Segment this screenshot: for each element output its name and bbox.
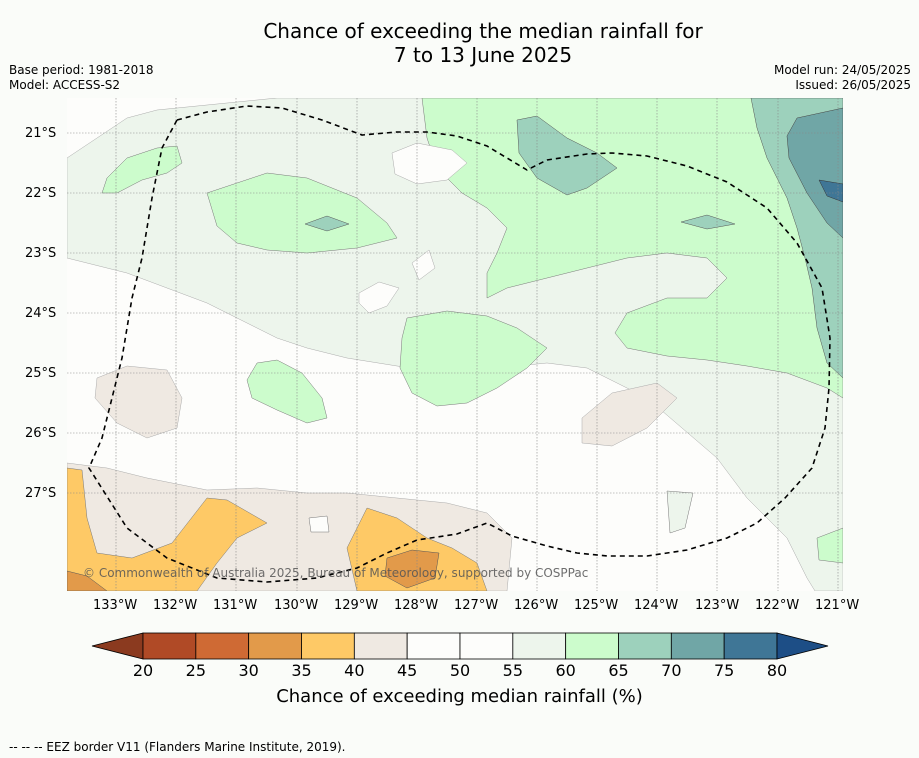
lon-label: 122°W <box>755 598 800 613</box>
colorbar-over-arrow <box>776 632 829 660</box>
lon-label: 131°W <box>213 598 258 613</box>
colorbar-under-arrow <box>91 632 144 660</box>
colorbar-segment <box>248 632 302 660</box>
run-info-right: Model run: 24/05/2025 Issued: 26/05/2025 <box>774 63 911 93</box>
lat-label: 27°S <box>25 486 57 501</box>
contour-70-75 <box>786 107 843 239</box>
graticule <box>67 98 843 591</box>
contour-65-70-north <box>516 115 618 196</box>
contour-50-55-island-1 <box>391 142 468 185</box>
colorbar-segment <box>670 632 725 660</box>
lon-label: 132°W <box>153 598 198 613</box>
colorbar-segment <box>512 632 567 660</box>
colorbar-segment <box>565 632 619 660</box>
colorbar-tick-label: 55 <box>503 661 523 680</box>
lon-label: 126°W <box>514 598 559 613</box>
colorbar-tick-label: 35 <box>291 661 311 680</box>
lon-label: 125°W <box>574 598 619 613</box>
map-panel[interactable]: © Commonwealth of Australia 2025, Bureau… <box>67 98 843 591</box>
eez-legend: -- -- -- EEZ border V11 (Flanders Marine… <box>9 740 346 754</box>
contour-40-45-center <box>581 382 678 447</box>
contour-60-65-west <box>246 359 328 424</box>
lon-label: 129°W <box>334 598 379 613</box>
colorbar-segment <box>353 632 408 660</box>
lat-label: 23°S <box>25 246 57 261</box>
lat-label: 21°S <box>25 126 57 141</box>
lat-label: 25°S <box>25 366 57 381</box>
contour-30-35 <box>384 549 440 589</box>
contour-65-70-strip <box>304 215 350 232</box>
colorbar-tick-label: 30 <box>238 661 258 680</box>
lon-label: 124°W <box>634 598 679 613</box>
colorbar-segment <box>142 632 197 660</box>
model-run-date: Model run: 24/05/2025 <box>773 63 911 77</box>
colorbar-tick-label: 80 <box>767 661 787 680</box>
contour-50-55-island-2 <box>358 281 400 314</box>
colorbar-tick-label: 50 <box>450 661 470 680</box>
lat-label: 22°S <box>25 186 57 201</box>
contour-40-45-west <box>94 365 183 439</box>
colorbar-tick-label: 70 <box>661 661 681 680</box>
colorbar-tick-label: 25 <box>186 661 206 680</box>
base-period: Base period: 1981-2018 <box>9 63 154 77</box>
map-title: Chance of exceeding the median rainfall … <box>0 19 919 67</box>
contour-60-65-east <box>421 98 843 399</box>
contour-75-80 <box>818 179 843 203</box>
title-line-1: Chance of exceeding the median rainfall … <box>263 19 703 43</box>
issued-date: Issued: 26/05/2025 <box>795 78 911 92</box>
contour-60-65 <box>206 172 398 254</box>
colorbar-segment <box>301 632 355 660</box>
colorbar: 20 25 30 35 40 45 50 55 60 65 70 75 80 <box>91 632 829 680</box>
contour-50-55-island-3 <box>411 249 436 281</box>
lat-label: 26°S <box>25 426 57 441</box>
lon-label: 123°W <box>695 598 740 613</box>
contour-small-island-1 <box>308 515 330 533</box>
colorbar-segment <box>618 632 672 660</box>
lon-label: 133°W <box>93 598 138 613</box>
colorbar-tick-label: 75 <box>714 661 734 680</box>
colorbar-tick-label: 65 <box>608 661 628 680</box>
colorbar-tick-label: 40 <box>344 661 364 680</box>
lon-label: 130°W <box>274 598 319 613</box>
eez-border <box>88 105 831 583</box>
contour-65-70-east <box>680 214 736 230</box>
colorbar-segment <box>195 632 250 660</box>
contour-35-40-west <box>67 467 268 591</box>
lat-label: 24°S <box>25 306 57 321</box>
contour-30-35-corner <box>67 570 108 591</box>
lon-label: 121°W <box>815 598 860 613</box>
title-line-2: 7 to 13 June 2025 <box>393 43 573 67</box>
lon-label: 127°W <box>454 598 499 613</box>
colorbar-tick-label: 45 <box>397 661 417 680</box>
colorbar-tick-label: 20 <box>133 661 153 680</box>
colorbar-segment <box>723 632 778 660</box>
colorbar-segment <box>406 632 461 660</box>
contour-60-65-se <box>816 527 843 564</box>
copyright-text: © Commonwealth of Australia 2025, Bureau… <box>83 566 588 580</box>
colorbar-label: Chance of exceeding median rainfall (%) <box>276 686 643 707</box>
contour-60-65-central <box>399 310 548 407</box>
map-svg[interactable]: © Commonwealth of Australia 2025, Bureau… <box>67 98 843 591</box>
model-name: Model: ACCESS-S2 <box>9 78 121 92</box>
run-info-left: Base period: 1981-2018 Model: ACCESS-S2 <box>9 63 154 93</box>
colorbar-segment <box>459 632 514 660</box>
lon-label: 128°W <box>394 598 439 613</box>
colorbar-tick-label: 60 <box>555 661 575 680</box>
contour-small-island-2 <box>666 490 694 534</box>
